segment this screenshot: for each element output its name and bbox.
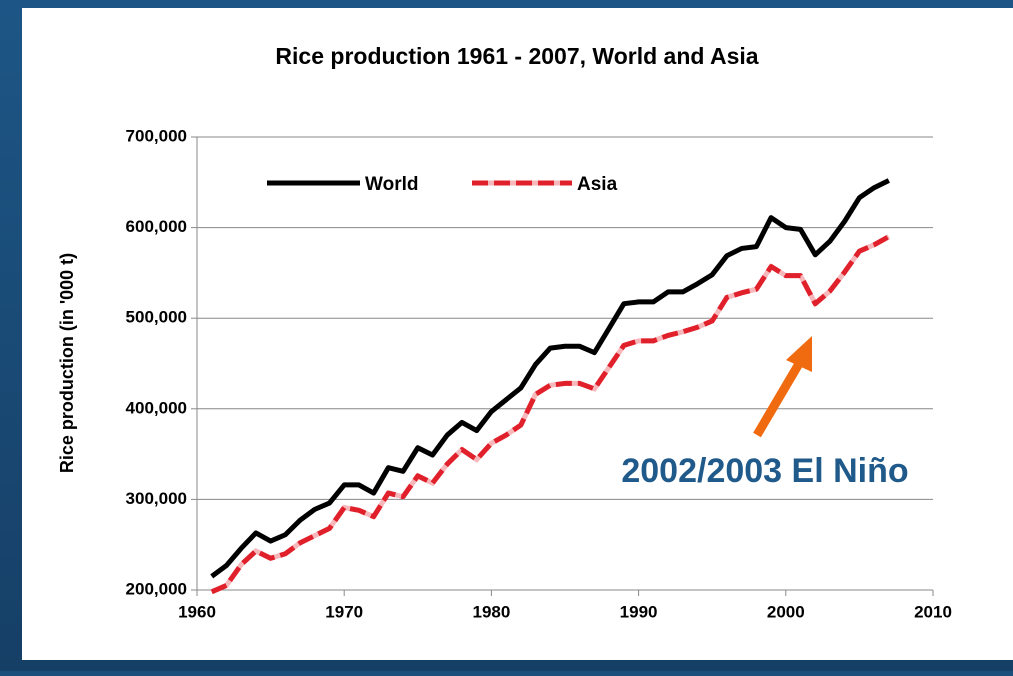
y-tick-label: 300,000 bbox=[126, 489, 187, 508]
y-axis-label: Rice production (in '000 t) bbox=[57, 253, 77, 473]
annotation-arrow bbox=[753, 359, 804, 438]
y-tick-label: 200,000 bbox=[126, 579, 187, 598]
plot-area: 200,000 300,000 400,000 500,000 600,000 700,0… bbox=[126, 126, 952, 621]
series-line bbox=[210, 234, 891, 595]
x-tick-label: 1970 bbox=[325, 602, 363, 621]
x-tick-label: 1960 bbox=[178, 602, 216, 621]
y-tick-label: 700,000 bbox=[126, 126, 187, 145]
y-tick-label: 600,000 bbox=[126, 217, 187, 236]
legend-label: Asia bbox=[577, 174, 618, 195]
x-tick-label: 2000 bbox=[767, 602, 805, 621]
legend-label: World bbox=[365, 174, 418, 195]
chart-title: Rice production 1961 - 2007, World and A… bbox=[275, 43, 758, 69]
annotation-arrowhead bbox=[786, 336, 812, 372]
y-tick-label: 500,000 bbox=[126, 308, 187, 327]
series-line bbox=[210, 178, 890, 579]
x-tick-label: 2010 bbox=[914, 602, 952, 621]
annotation: 2002/2003 El Niño bbox=[621, 452, 908, 490]
x-tick-label: 1980 bbox=[472, 602, 510, 621]
y-tick-label: 400,000 bbox=[126, 398, 187, 417]
chart-panel bbox=[22, 8, 1013, 660]
x-tick-label: 1990 bbox=[620, 602, 658, 621]
